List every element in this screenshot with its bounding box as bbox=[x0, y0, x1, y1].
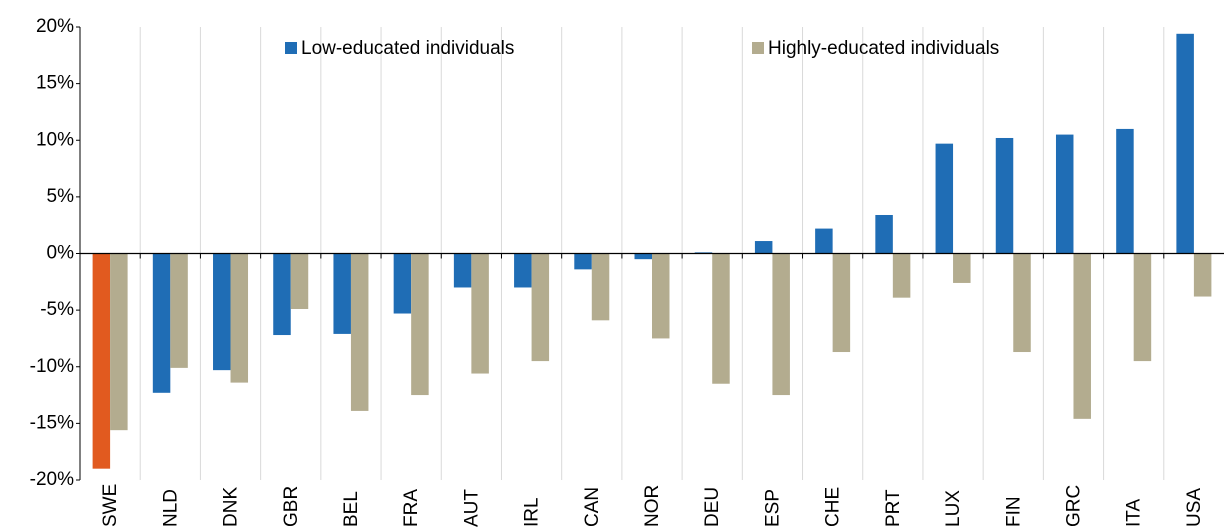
bar bbox=[393, 253, 412, 314]
y-tick-label: -10% bbox=[30, 356, 74, 377]
x-tick-label: IRL bbox=[522, 497, 543, 527]
bar bbox=[471, 253, 489, 374]
bar bbox=[170, 253, 188, 368]
bar bbox=[514, 253, 532, 288]
bar bbox=[995, 137, 1014, 254]
bar bbox=[712, 253, 730, 384]
x-tick-label: GBR bbox=[281, 486, 302, 527]
x-tick-label: NOR bbox=[642, 485, 663, 527]
legend-label: Low-educated individuals bbox=[301, 38, 514, 59]
bar bbox=[1055, 134, 1074, 254]
bar bbox=[453, 253, 472, 288]
x-tick-label: NLD bbox=[160, 489, 181, 527]
x-tick-label: USA bbox=[1184, 488, 1205, 527]
bar bbox=[333, 253, 351, 334]
bar bbox=[591, 253, 610, 321]
bar bbox=[290, 253, 309, 309]
y-tick-label: 10% bbox=[36, 129, 74, 150]
bar bbox=[213, 253, 231, 371]
bar bbox=[411, 253, 429, 396]
y-tick-label: 20% bbox=[36, 16, 74, 37]
x-tick-label: ESP bbox=[762, 489, 783, 527]
bar bbox=[1133, 253, 1152, 362]
bar bbox=[350, 253, 369, 411]
x-tick-label: GRC bbox=[1063, 485, 1084, 527]
x-tick-label: ITA bbox=[1124, 499, 1145, 527]
bar bbox=[772, 253, 790, 396]
x-tick-label: CAN bbox=[582, 487, 603, 527]
x-tick-label: PRT bbox=[883, 489, 904, 527]
bar bbox=[754, 241, 773, 254]
bar bbox=[1116, 128, 1134, 254]
bar bbox=[634, 253, 652, 260]
legend-swatch bbox=[752, 42, 764, 54]
x-tick-label: LUX bbox=[943, 490, 964, 527]
bar bbox=[92, 253, 111, 469]
bar bbox=[1013, 253, 1031, 353]
bar bbox=[230, 253, 249, 383]
y-tick-label: -5% bbox=[40, 299, 74, 320]
legend-label: Highly-educated individuals bbox=[768, 38, 999, 59]
x-tick-label: DEU bbox=[702, 487, 723, 527]
y-tick-label: 5% bbox=[47, 186, 75, 207]
bar bbox=[815, 228, 833, 254]
bar bbox=[1193, 253, 1212, 297]
x-tick-label: BEL bbox=[341, 491, 362, 527]
bar bbox=[1176, 33, 1194, 254]
y-tick-label: 0% bbox=[47, 243, 75, 264]
y-tick-label: 15% bbox=[36, 73, 74, 94]
legend-swatch bbox=[285, 42, 297, 54]
y-tick-label: -15% bbox=[30, 412, 74, 433]
bar bbox=[875, 214, 893, 254]
bar bbox=[273, 253, 291, 336]
bar bbox=[531, 253, 550, 362]
x-tick-label: SWE bbox=[100, 484, 121, 527]
bar bbox=[1073, 253, 1091, 419]
bar bbox=[110, 253, 128, 431]
bar bbox=[574, 253, 592, 270]
y-tick-label: -20% bbox=[30, 469, 74, 490]
x-tick-label: AUT bbox=[461, 489, 482, 527]
x-tick-label: FRA bbox=[401, 489, 422, 527]
bar bbox=[652, 253, 670, 339]
bar bbox=[832, 253, 851, 353]
x-tick-label: FIN bbox=[1003, 496, 1024, 527]
bar bbox=[892, 253, 911, 298]
bar bbox=[152, 253, 171, 393]
bar bbox=[935, 143, 954, 254]
x-tick-label: CHE bbox=[823, 487, 844, 527]
x-tick-label: DNK bbox=[221, 487, 242, 527]
bar bbox=[953, 253, 971, 283]
